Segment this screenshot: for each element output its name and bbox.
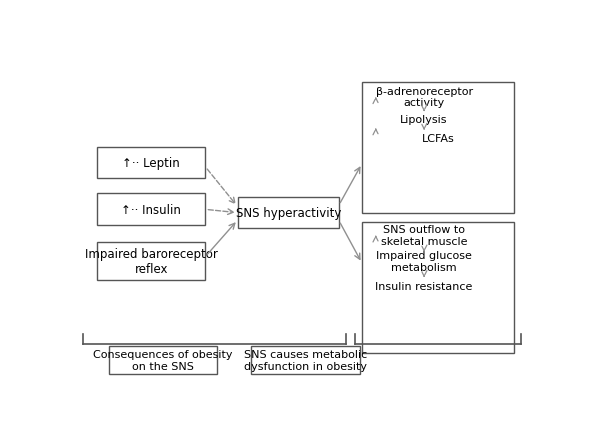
Text: SNS causes metabolic
dysfunction in obesity: SNS causes metabolic dysfunction in obes… (244, 350, 367, 371)
Text: Consequences of obesity
on the SNS: Consequences of obesity on the SNS (93, 350, 233, 371)
Text: ↑·· Insulin: ↑·· Insulin (121, 203, 181, 216)
FancyBboxPatch shape (109, 346, 217, 375)
FancyBboxPatch shape (251, 346, 360, 375)
FancyBboxPatch shape (362, 222, 514, 353)
Text: Impaired baroreceptor
reflex: Impaired baroreceptor reflex (85, 247, 218, 275)
Text: β-adrenoreceptor
activity: β-adrenoreceptor activity (375, 86, 473, 108)
FancyBboxPatch shape (362, 83, 514, 214)
FancyBboxPatch shape (97, 147, 206, 179)
Text: Impaired glucose
metabolism: Impaired glucose metabolism (376, 251, 472, 272)
Text: ↑·· Leptin: ↑·· Leptin (122, 157, 180, 170)
Text: SNS hyperactivity: SNS hyperactivity (236, 206, 341, 219)
FancyBboxPatch shape (97, 242, 206, 280)
FancyBboxPatch shape (97, 194, 206, 225)
Text: Insulin resistance: Insulin resistance (375, 282, 473, 292)
Text: SNS outflow to
skeletal muscle: SNS outflow to skeletal muscle (381, 224, 467, 246)
Text: Lipolysis: Lipolysis (400, 115, 448, 125)
Text: LCFAs: LCFAs (422, 134, 454, 144)
FancyBboxPatch shape (238, 197, 339, 229)
